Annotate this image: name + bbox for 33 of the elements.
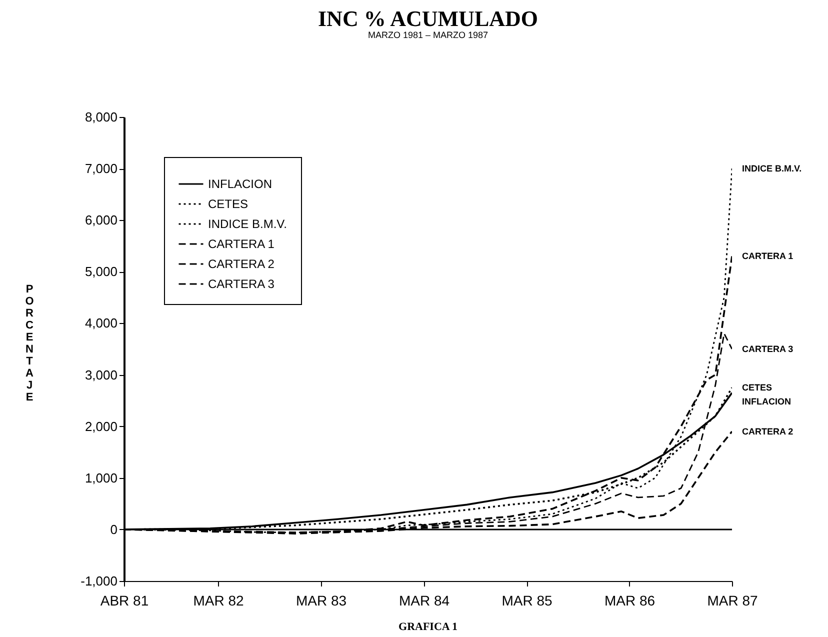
annotation: CARTERA 2	[742, 426, 794, 436]
legend-label: CETES	[208, 197, 248, 211]
legend-label: INFLACION	[208, 177, 272, 191]
y-tick-label: 4,000	[84, 316, 118, 331]
x-tick-label: MAR 84	[398, 592, 450, 608]
x-tick-label: MAR 85	[502, 592, 553, 608]
y-tick-label: 5,000	[84, 264, 118, 280]
annotation: INFLACION	[742, 396, 791, 407]
y-tick-label: 3,000	[84, 367, 118, 382]
annotation: INDICE B.M.V.	[742, 164, 802, 174]
x-tick-label: MAR 83	[296, 592, 347, 608]
y-tick-label: 8,000	[84, 110, 118, 124]
x-tick-label: MAR 87	[707, 592, 758, 608]
y-tick-label: 1,000	[84, 470, 118, 486]
legend-label: CARTERA 3	[208, 277, 275, 291]
legend-label: INDICE B.M.V.	[208, 217, 287, 231]
y-tick-label: 0	[110, 522, 118, 537]
legend-label: CARTERA 1	[208, 237, 275, 251]
legend-label: CARTERA 2	[208, 257, 275, 271]
y-tick-label: 6,000	[84, 212, 118, 228]
chart-subtitle: MARZO 1981 – MARZO 1987	[368, 30, 488, 40]
y-tick-label: 2,000	[84, 418, 118, 434]
annotation: CARTERA 3	[742, 344, 794, 354]
annotation: CETES	[742, 382, 772, 393]
x-tick-label: MAR 86	[604, 592, 656, 608]
chart-title: INC % ACUMULADO	[318, 6, 538, 31]
x-tick-label: MAR 82	[193, 592, 244, 608]
annotation: CARTERA 1	[742, 251, 794, 262]
text: PORCENTAJE	[25, 284, 34, 404]
y-tick-label: -1,000	[80, 574, 118, 588]
text: GRAFICA 1	[398, 621, 458, 633]
y-tick-label: 7,000	[84, 161, 118, 176]
x-tick-label: ABR 81	[100, 592, 149, 608]
